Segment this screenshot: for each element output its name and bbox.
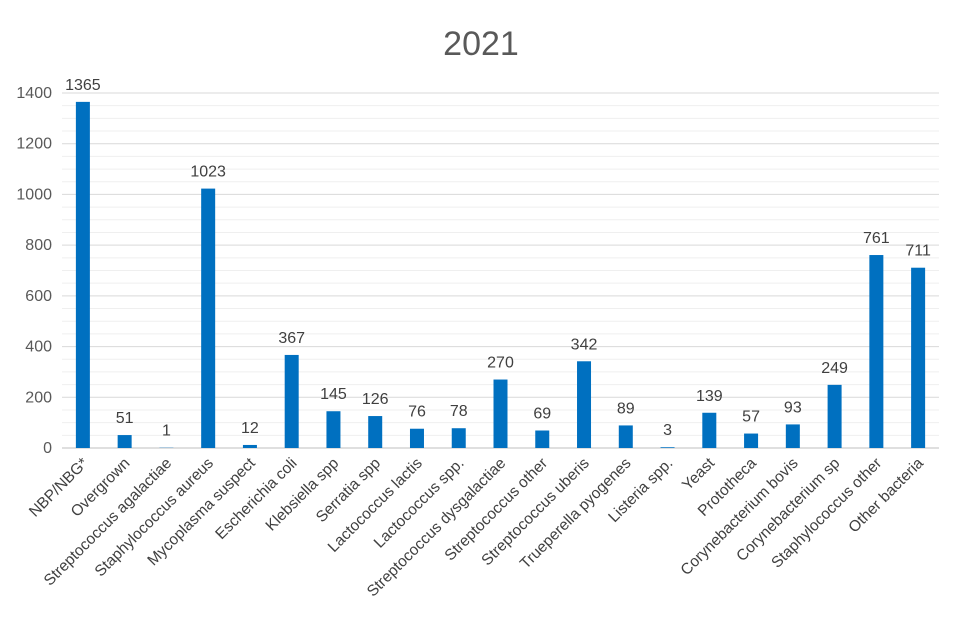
data-label: 126 (362, 391, 389, 408)
data-label: 761 (863, 230, 890, 247)
y-tick-label: 0 (43, 440, 52, 457)
bar (242, 444, 257, 448)
data-label: 93 (784, 399, 802, 416)
data-label: 342 (571, 336, 598, 353)
bar (493, 379, 508, 448)
data-label: 367 (278, 330, 305, 347)
bar (75, 101, 90, 448)
data-labels: 1365 51 1 1023 12 367 145 126 76 78 270 69 342 89 3 139… (65, 77, 931, 440)
data-label: 89 (617, 400, 635, 417)
bar (368, 416, 383, 448)
x-tick-label: Other bacteria (845, 455, 927, 537)
bar (618, 425, 633, 448)
y-tick-label: 400 (25, 339, 52, 356)
data-label: 78 (450, 403, 468, 420)
data-label: 145 (320, 386, 347, 403)
bar (326, 411, 341, 448)
data-label: 76 (408, 404, 426, 421)
bar (785, 424, 800, 448)
y-tick-label: 800 (25, 237, 52, 254)
bars (75, 101, 926, 448)
data-label: 1365 (65, 77, 101, 94)
y-tick-label: 200 (25, 389, 52, 406)
bar (869, 255, 884, 448)
data-label: 1 (162, 423, 171, 440)
data-label: 51 (116, 410, 134, 427)
data-label: 12 (241, 420, 259, 437)
x-tick-label: Klebsiella spp (263, 455, 343, 535)
data-label: 711 (905, 243, 931, 260)
bar (660, 447, 675, 448)
bar (744, 433, 759, 448)
bar (702, 412, 717, 448)
chart-title: 2021 (443, 25, 519, 63)
bar (201, 188, 216, 448)
bar (535, 430, 550, 448)
bar (827, 384, 842, 448)
data-label: 57 (742, 409, 760, 426)
data-label: 249 (821, 360, 848, 377)
data-label: 1023 (190, 164, 226, 181)
y-axis: 0 200 400 600 800 1000 1200 1400 (16, 85, 52, 457)
data-label: 3 (663, 422, 672, 439)
y-tick-label: 600 (25, 288, 52, 305)
bar (284, 354, 299, 448)
bar (577, 361, 592, 448)
data-label: 270 (487, 355, 514, 372)
y-tick-label: 1000 (16, 186, 52, 203)
bar (911, 267, 926, 448)
bar (409, 428, 424, 448)
y-tick-label: 1400 (16, 85, 52, 102)
data-label: 69 (533, 406, 551, 423)
bar (451, 428, 466, 448)
y-tick-label: 1200 (16, 136, 52, 153)
data-label: 139 (696, 388, 723, 405)
bar (117, 435, 132, 448)
x-tick-label: Yeast (679, 454, 719, 494)
